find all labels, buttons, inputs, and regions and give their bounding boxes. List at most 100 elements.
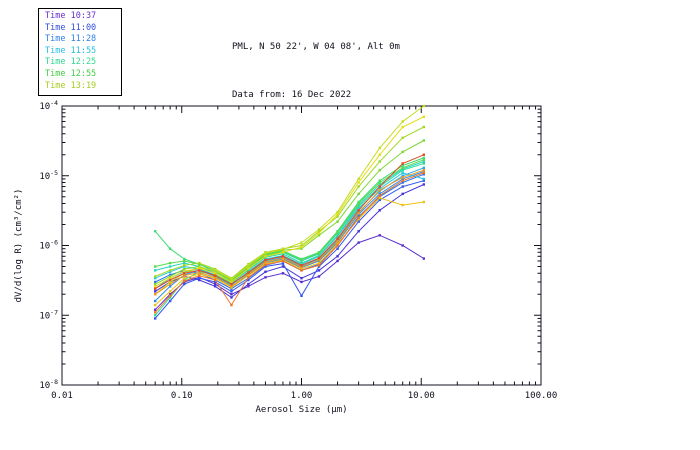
series-marker [422,169,425,172]
series-marker [300,241,303,244]
series-marker [300,267,303,271]
series-marker [183,282,186,286]
series-marker [183,279,186,283]
series-marker [300,247,303,250]
series-line [154,154,424,290]
series-marker [198,271,201,274]
series-marker [198,276,201,280]
legend-box: Time 10:37 Time 11:00 Time 11:28 Time 11:55… [38,8,122,97]
series-marker [317,269,321,272]
y-tick-label: 10-7 [39,308,58,321]
series-line [154,116,425,287]
series-marker [336,237,339,240]
series-marker [317,261,321,265]
series-marker [281,255,285,258]
series-line [154,180,424,319]
series-marker [213,274,217,277]
series-marker [422,104,425,108]
series-marker [230,285,233,288]
series-marker [422,173,425,176]
y-tick-label: 10-6 [39,239,58,252]
series-marker [247,285,250,288]
series-marker [336,238,339,242]
series-marker [401,120,404,123]
series-marker [378,192,381,196]
series-marker [281,251,285,254]
series-marker [168,280,172,284]
series-marker [422,177,425,181]
series-marker [401,177,404,181]
series-marker [401,203,404,207]
series-marker [198,261,201,265]
series-marker [401,164,404,167]
series-marker [336,244,339,247]
series-marker [168,293,172,296]
series-marker [401,136,404,140]
series-marker [153,303,157,307]
series-marker [213,272,217,275]
legend-item: Time 12:25 [45,57,97,68]
series-marker [378,185,381,188]
series-marker [153,308,157,311]
series-marker [153,285,157,288]
series-marker [422,257,425,260]
series-marker [230,290,233,293]
series-marker [264,251,267,255]
chart-header: PML, N 50 22', W 04 08', Alt 0m Data fro… [232,7,400,135]
series-marker [168,290,172,293]
series-marker [401,171,404,175]
series-marker [378,153,381,156]
series-marker [153,282,157,286]
series-marker [198,267,201,270]
series-marker [357,185,360,188]
series-marker [422,125,425,129]
series-marker [247,267,250,270]
series-marker [183,264,186,267]
legend-item: Time 11:00 [45,22,97,33]
series-marker [336,247,339,250]
series-marker [357,241,360,244]
series-marker [378,196,381,200]
series-marker [422,115,425,119]
series-line [154,234,425,311]
series-marker [357,220,360,223]
series-marker [281,265,285,268]
series-marker [401,179,404,182]
series-marker [336,234,339,237]
series-marker [198,272,201,276]
series-marker [281,256,285,260]
series-marker [183,272,186,275]
series-marker [378,187,381,190]
series-marker [401,181,404,184]
series-line [155,172,424,286]
series-marker [281,252,285,256]
series-marker [168,247,172,250]
series-marker [198,265,201,268]
y-tick-label: 10-5 [39,169,58,182]
series-marker [422,153,425,156]
series-marker [183,259,186,263]
series-marker [183,261,186,265]
series-marker [213,278,217,282]
series-marker [401,185,404,188]
series-marker [300,265,303,269]
x-axis-title: Aerosol Size (μm) [255,405,347,415]
series-marker [357,207,360,210]
series-marker [401,125,404,129]
series-marker [281,262,285,265]
series-line [154,197,424,306]
series-marker [168,275,172,278]
series-marker [378,234,381,237]
legend-item: Time 12:55 [45,68,97,79]
series-marker [336,259,339,263]
series-marker [336,241,339,244]
series-marker [317,234,321,237]
series-marker [300,264,303,267]
series-marker [300,269,303,272]
x-tick-label: 1.00 [291,391,313,401]
series-marker [153,269,157,272]
series-marker [300,276,303,280]
series-marker [168,273,172,277]
series-marker [153,287,157,290]
